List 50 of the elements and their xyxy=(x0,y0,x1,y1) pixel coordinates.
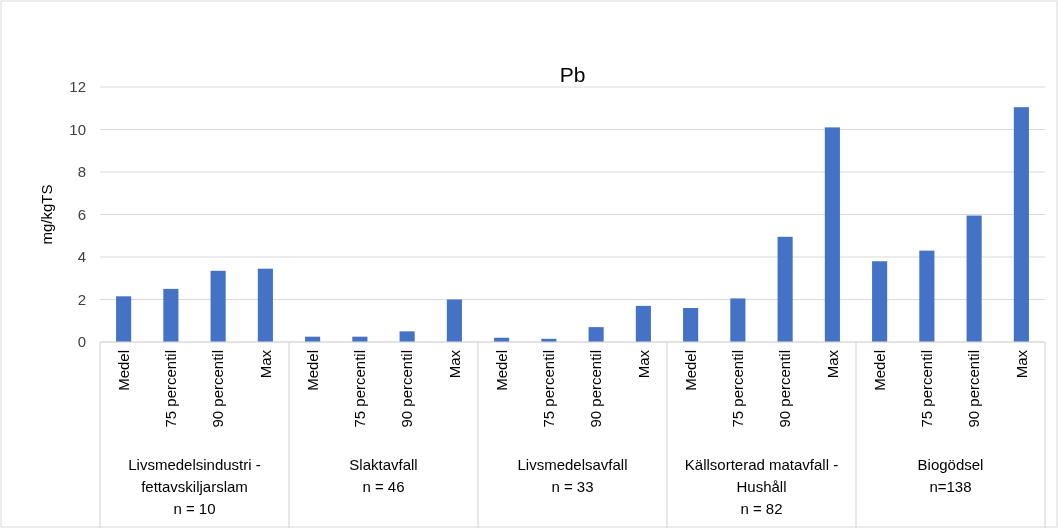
x-tick-label: 90 percentil xyxy=(776,350,794,428)
y-tick-label: 8 xyxy=(77,163,86,181)
x-tick-label: 75 percentil xyxy=(729,350,747,428)
x-tick-label: Max xyxy=(634,349,652,379)
x-tick-label: 90 percentil xyxy=(587,350,605,428)
y-tick-label: 12 xyxy=(69,78,86,96)
bar xyxy=(163,288,179,342)
bar xyxy=(683,308,699,342)
bar xyxy=(1013,107,1029,342)
bar xyxy=(966,215,982,342)
bar xyxy=(588,327,604,342)
x-tick-label: Medel xyxy=(492,350,510,391)
x-tick-label: Max xyxy=(445,349,463,379)
y-tick-label: 6 xyxy=(77,205,86,223)
text: Livsmedelsindustri - fettavskiljarslam n = 10 xyxy=(128,456,261,517)
bar xyxy=(824,127,840,342)
bar xyxy=(872,261,888,342)
x-tick-label: Max xyxy=(256,349,274,379)
text: Biogödsel n=138 xyxy=(917,456,984,495)
bar xyxy=(919,250,935,342)
bar xyxy=(257,268,273,342)
x-tick-label: 75 percentil xyxy=(918,350,936,428)
x-tick-label: 90 percentil xyxy=(965,350,983,428)
y-tick-label: 4 xyxy=(77,248,86,266)
x-tick-label: Medel xyxy=(870,350,888,391)
text: Källsorterad matavfall - Hushåll n = 82 xyxy=(684,456,839,517)
y-tick-label: 0 xyxy=(77,333,86,351)
bar xyxy=(777,236,793,342)
bar xyxy=(635,305,651,342)
text: Livsmedelsavfall n = 33 xyxy=(517,456,628,495)
x-tick-label: 75 percentil xyxy=(540,350,558,428)
x-tick-label: 75 percentil xyxy=(162,350,180,428)
bar xyxy=(446,299,462,342)
x-tick-label: 75 percentil xyxy=(351,350,369,428)
bar xyxy=(116,296,132,342)
bar xyxy=(210,270,226,342)
x-tick-label: 90 percentil xyxy=(209,350,227,428)
x-tick-label: Medel xyxy=(114,350,132,391)
y-axis-title: mg/kgTS xyxy=(38,184,55,245)
bar xyxy=(399,331,415,342)
x-tick-label: Max xyxy=(1012,349,1030,379)
y-tick-label: 10 xyxy=(69,120,86,138)
bar xyxy=(730,298,746,342)
y-tick-label: 2 xyxy=(77,290,86,308)
x-tick-label: Max xyxy=(823,349,841,379)
x-tick-label: 90 percentil xyxy=(398,350,416,428)
chart-title: Pb xyxy=(559,63,586,86)
x-tick-label: Medel xyxy=(303,350,321,391)
text: Slaktavfall n = 46 xyxy=(349,456,418,495)
x-tick-label: Medel xyxy=(681,350,699,391)
